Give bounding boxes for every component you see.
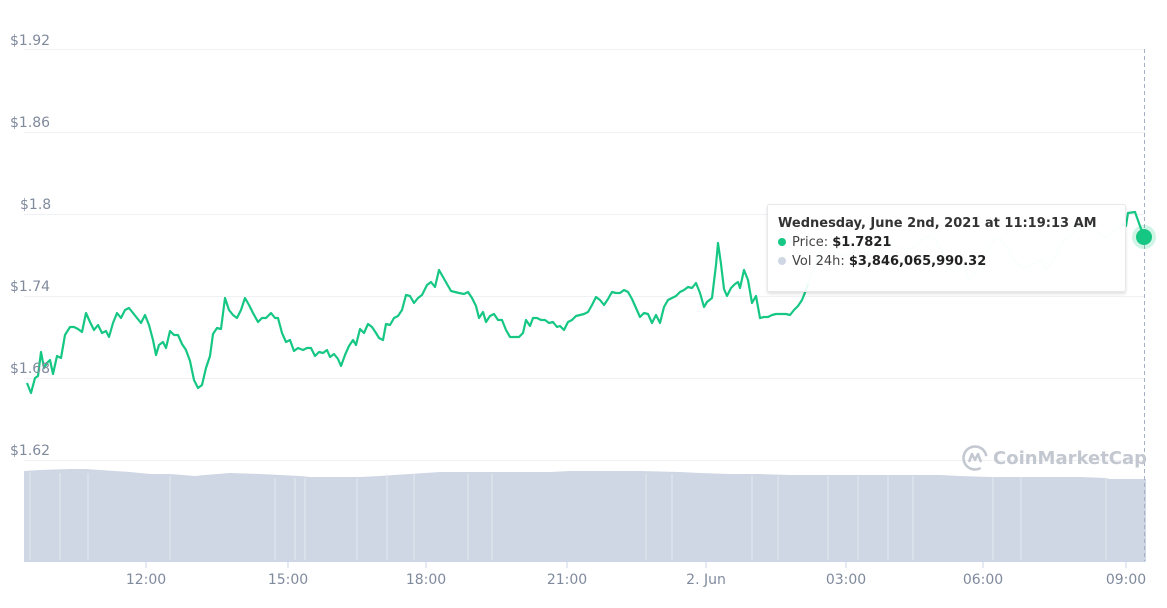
y-tick-label: $1.92 xyxy=(10,33,51,49)
y-tick-label: $1.74 xyxy=(10,279,51,295)
y-tick-label: $1.62 xyxy=(10,443,51,459)
volume-separators xyxy=(29,472,1107,560)
y-tick-label: $1.8 xyxy=(20,197,52,213)
tooltip-timestamp: Wednesday, June 2nd, 2021 at 11:19:13 AM xyxy=(778,216,1097,231)
tooltip-volume-row: Vol 24h: $3,846,065,990.32 xyxy=(778,254,986,269)
price-legend-dot-icon xyxy=(778,237,786,246)
volume-area xyxy=(24,469,1146,561)
x-tick-label: 18:00 xyxy=(405,572,447,588)
x-axis xyxy=(24,561,1146,568)
x-tick-label: 06:00 xyxy=(962,572,1004,588)
grid-lines xyxy=(24,49,1145,461)
tooltip-volume-value: $3,846,065,990.32 xyxy=(848,254,987,269)
y-tick-label: $1.68 xyxy=(10,361,51,377)
coinmarketcap-logo-icon xyxy=(962,445,988,471)
x-tick-label: 21:00 xyxy=(546,572,588,588)
x-tick-label: 09:00 xyxy=(1105,572,1147,588)
hover-point[interactable] xyxy=(1136,229,1152,245)
chart-tooltip: Wednesday, June 2nd, 2021 at 11:19:13 AM… xyxy=(767,204,1126,292)
x-tick-label: 15:00 xyxy=(267,572,309,588)
watermark-text: CoinMarketCap xyxy=(993,447,1148,469)
coinmarketcap-watermark: CoinMarketCap xyxy=(961,444,1147,472)
tooltip-volume-label: Vol 24h: xyxy=(792,254,845,269)
x-tick-label: 03:00 xyxy=(825,572,867,588)
x-tick-label: 12:00 xyxy=(125,572,167,588)
tooltip-price-row: Price: $1.7821 xyxy=(778,235,891,250)
y-tick-label: $1.86 xyxy=(10,115,51,131)
tooltip-price-value: $1.7821 xyxy=(832,235,892,250)
price-line xyxy=(25,241,810,395)
volume-legend-dot-icon xyxy=(778,256,786,265)
x-tick-label: 2. Jun xyxy=(686,572,726,588)
tooltip-price-label: Price: xyxy=(792,235,829,250)
